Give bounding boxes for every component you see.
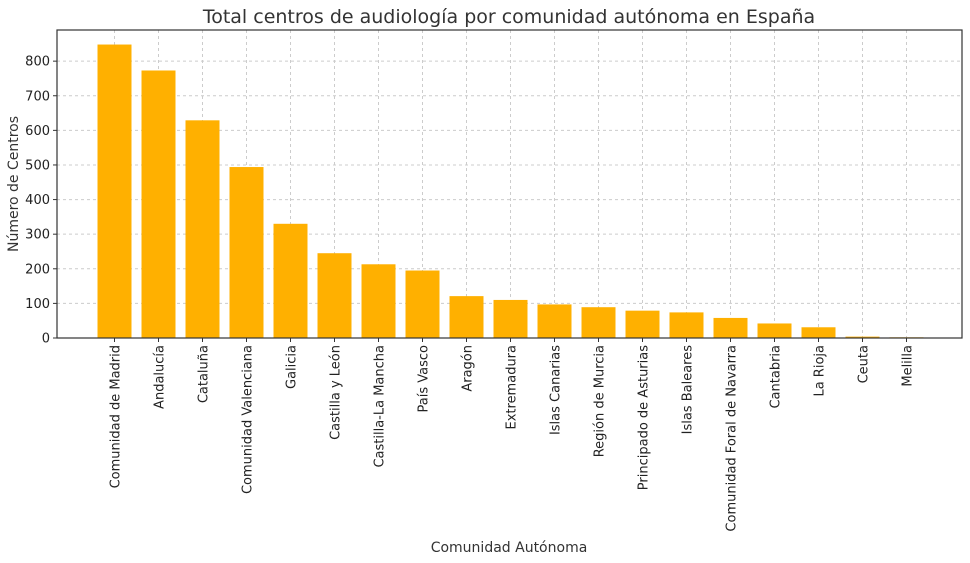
y-tick-label: 100 [25,297,50,312]
x-tick-label: Castilla-La Mancha [373,345,388,468]
bar-9 [493,299,528,338]
bar-15 [757,323,792,338]
x-axis-ticks: Comunidad de Madrid Andalucía Cataluña Comu… [109,338,916,532]
x-tick-label: Comunidad de Madrid [109,345,124,488]
x-tick-label: Melilla [901,345,916,387]
x-tick-label: Cantabria [769,345,784,409]
bar-3 [229,167,264,338]
bar-11 [581,307,616,338]
x-tick-label: País Vasco [417,345,432,413]
x-tick-label: La Rioja [813,345,828,397]
x-tick-label: Principado de Asturias [637,345,652,490]
y-tick-label: 400 [25,193,50,208]
bar-10 [537,304,572,338]
y-tick-label: 600 [25,124,50,139]
x-tick-label: Islas Baleares [681,345,696,435]
x-tick-label: Ceuta [857,345,872,383]
y-tick-label: 700 [25,89,50,104]
x-tick-label: Galicia [285,345,300,389]
x-axis-label: Comunidad Autónoma [431,540,588,556]
chart-title: Total centros de audiología por comunida… [202,6,815,28]
bar-14 [713,317,748,338]
x-tick-label: Comunidad Valenciana [241,345,256,494]
bar-5 [317,253,352,338]
bar-12 [625,310,660,338]
bar-4 [273,223,308,338]
y-tick-label: 300 [25,228,50,243]
x-tick-label: Extremadura [505,345,520,430]
bar-17 [845,336,880,338]
y-tick-label: 200 [25,262,50,277]
bar-7 [405,270,440,338]
bar-2 [185,120,220,338]
bar-8 [449,296,484,338]
bar-1 [141,70,176,338]
x-tick-label: Islas Canarias [549,345,564,435]
y-tick-label: 500 [25,158,50,173]
x-tick-label: Castilla y León [329,345,344,440]
bar-13 [669,312,704,338]
bar-6 [361,264,396,338]
y-tick-label: 800 [25,55,50,70]
x-tick-label: Cataluña [197,345,212,403]
y-axis-label: Número de Centros [6,116,22,252]
y-axis-ticks: 0 100 200 300 400 500 600 700 800 [25,55,57,347]
y-tick-label: 0 [42,332,50,347]
bars-layer [97,44,924,339]
x-tick-label: Región de Murcia [593,345,608,457]
plot-frame [56,29,963,339]
x-tick-label: Comunidad Foral de Navarra [725,345,740,532]
axes-layer [56,29,963,339]
bar-16 [801,327,836,338]
x-tick-label: Andalucía [153,345,168,409]
x-tick-label: Aragón [461,345,476,392]
bar-0 [97,44,132,339]
